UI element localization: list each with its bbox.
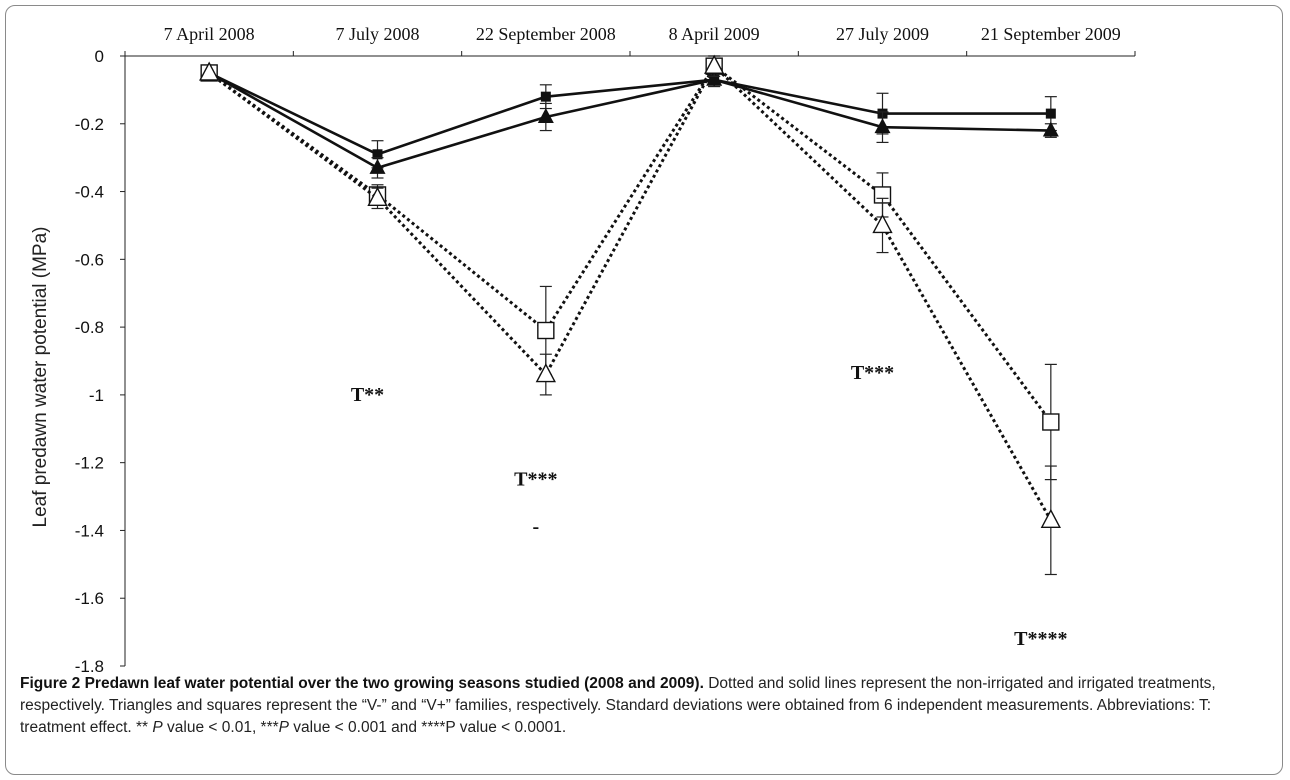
caption-body-1: Dotted and solid lines represent the non… [20, 675, 1216, 736]
y-tick-label: -0.2 [75, 115, 104, 134]
caption-body-2: value < 0.01, *** [162, 719, 279, 736]
y-tick-label: -1.6 [75, 589, 104, 608]
annotation-label: T*** [514, 469, 557, 491]
line-chart: Leaf predawn water potential (MPa) 7 Apr… [30, 24, 1136, 672]
y-tick-label: -0.6 [75, 250, 104, 269]
caption-body-3: value < 0.001 and ****P value < 0.0001. [289, 719, 567, 736]
y-tick-label: -1 [89, 386, 104, 405]
caption-title: Figure 2 Predawn leaf water potential ov… [20, 675, 704, 692]
x-tick-label: 21 September 2009 [981, 24, 1121, 44]
caption-p-2: P [278, 719, 289, 736]
data-point [199, 61, 220, 81]
y-tick-label: -0.4 [75, 183, 104, 202]
series-line-2 [208, 64, 1053, 423]
data-point [706, 70, 723, 86]
data-point [1042, 121, 1059, 137]
x-tick-label: 7 July 2008 [335, 24, 419, 44]
annotation-label: T**** [1014, 628, 1067, 650]
y-axis-label: Leaf predawn water potential (MPa) [30, 227, 51, 528]
data-point [537, 108, 554, 123]
data-point [537, 321, 555, 340]
data-point [874, 118, 891, 134]
series-line-0 [208, 71, 1051, 156]
x-tick-label: 8 April 2009 [669, 24, 760, 44]
annotation-label: - [532, 516, 539, 538]
y-tick-label: -1.8 [75, 657, 104, 672]
data-point [540, 91, 551, 102]
caption-p-1: P [152, 719, 163, 736]
data-point [372, 149, 383, 160]
data-point [1040, 508, 1061, 528]
annotation-label: T*** [851, 362, 894, 384]
x-tick-label: 7 April 2008 [164, 24, 255, 44]
figure-caption: Figure 2 Predawn leaf water potential ov… [20, 673, 1270, 739]
data-point [1042, 413, 1060, 431]
x-tick-label: 22 September 2008 [476, 24, 616, 44]
data-point [369, 158, 386, 174]
data-point [872, 213, 893, 234]
annotation-label: T** [351, 384, 384, 406]
y-tick-label: -1.2 [75, 454, 104, 473]
figure-frame [5, 5, 1283, 775]
series-line-3 [208, 64, 1053, 522]
y-tick-label: -1.4 [75, 521, 104, 540]
series-line-1 [208, 71, 1051, 170]
data-point [367, 186, 388, 207]
y-tick-label: 0 [95, 47, 104, 66]
x-tick-label: 27 July 2009 [836, 24, 929, 44]
data-point [535, 363, 556, 383]
y-tick-label: -0.8 [75, 318, 104, 337]
data-point [704, 54, 725, 74]
data-point [1045, 108, 1056, 119]
